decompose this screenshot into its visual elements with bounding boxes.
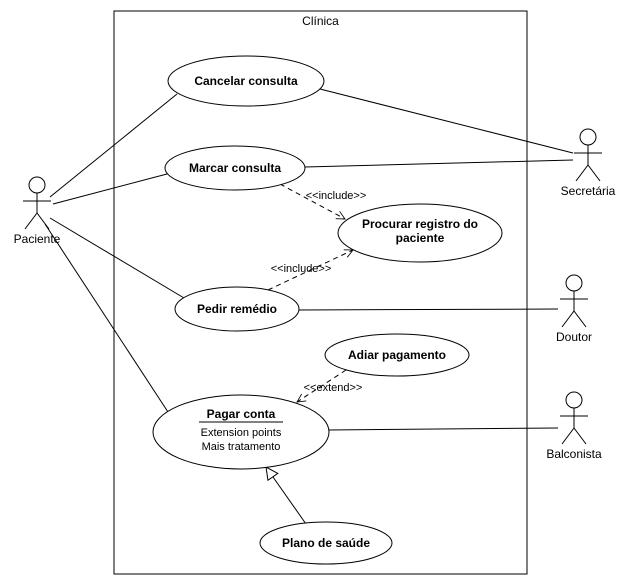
actor-label: Secretária [561, 184, 616, 198]
association-line [305, 160, 573, 167]
usecase-procurar: Procurar registro dopaciente [338, 204, 502, 262]
usecase-label: Adiar pagamento [348, 348, 446, 362]
usecase-pedir: Pedir remédio [175, 287, 299, 331]
association-line [50, 218, 184, 298]
system-boundary-label: Clínica [302, 14, 339, 28]
dependency-stereotype: <<include>> [271, 263, 332, 275]
association-line [299, 309, 558, 310]
usecase-label: Pagar conta [207, 407, 276, 421]
usecase-label: Pedir remédio [197, 302, 277, 316]
usecase-plano: Plano de saúde [260, 522, 392, 564]
association-line [53, 174, 167, 204]
usecase-adiar: Adiar pagamento [325, 334, 469, 376]
actor-paciente: Paciente [14, 177, 61, 246]
usecase-label: Marcar consulta [189, 161, 281, 175]
usecase-label: paciente [396, 231, 445, 245]
usecase-label: Procurar registro do [362, 217, 478, 231]
usecase-pagar: Pagar conta Extension points Mais tratamen… [153, 395, 329, 469]
extension-points-text: Mais tratamento [202, 441, 281, 453]
actor-label: Paciente [14, 232, 61, 246]
actor-balconista: Balconista [546, 392, 602, 461]
generalization-line [266, 467, 306, 524]
usecase-marcar: Marcar consulta [165, 146, 305, 190]
association-line [329, 428, 558, 430]
dependency-stereotype: <<extend>> [304, 382, 363, 394]
association-line [320, 89, 573, 153]
usecase-cancelar: Cancelar consulta [168, 56, 324, 106]
dependency-stereotype: <<include>> [306, 190, 367, 202]
actor-secretaria: Secretária [561, 129, 616, 198]
extension-points-title: Extension points [201, 427, 282, 439]
actor-label: Doutor [556, 330, 592, 344]
usecase-label: Plano de saúde [282, 536, 370, 550]
actor-doutor: Doutor [556, 275, 592, 344]
usecase-label: Cancelar consulta [194, 74, 298, 88]
actor-label: Balconista [546, 447, 602, 461]
